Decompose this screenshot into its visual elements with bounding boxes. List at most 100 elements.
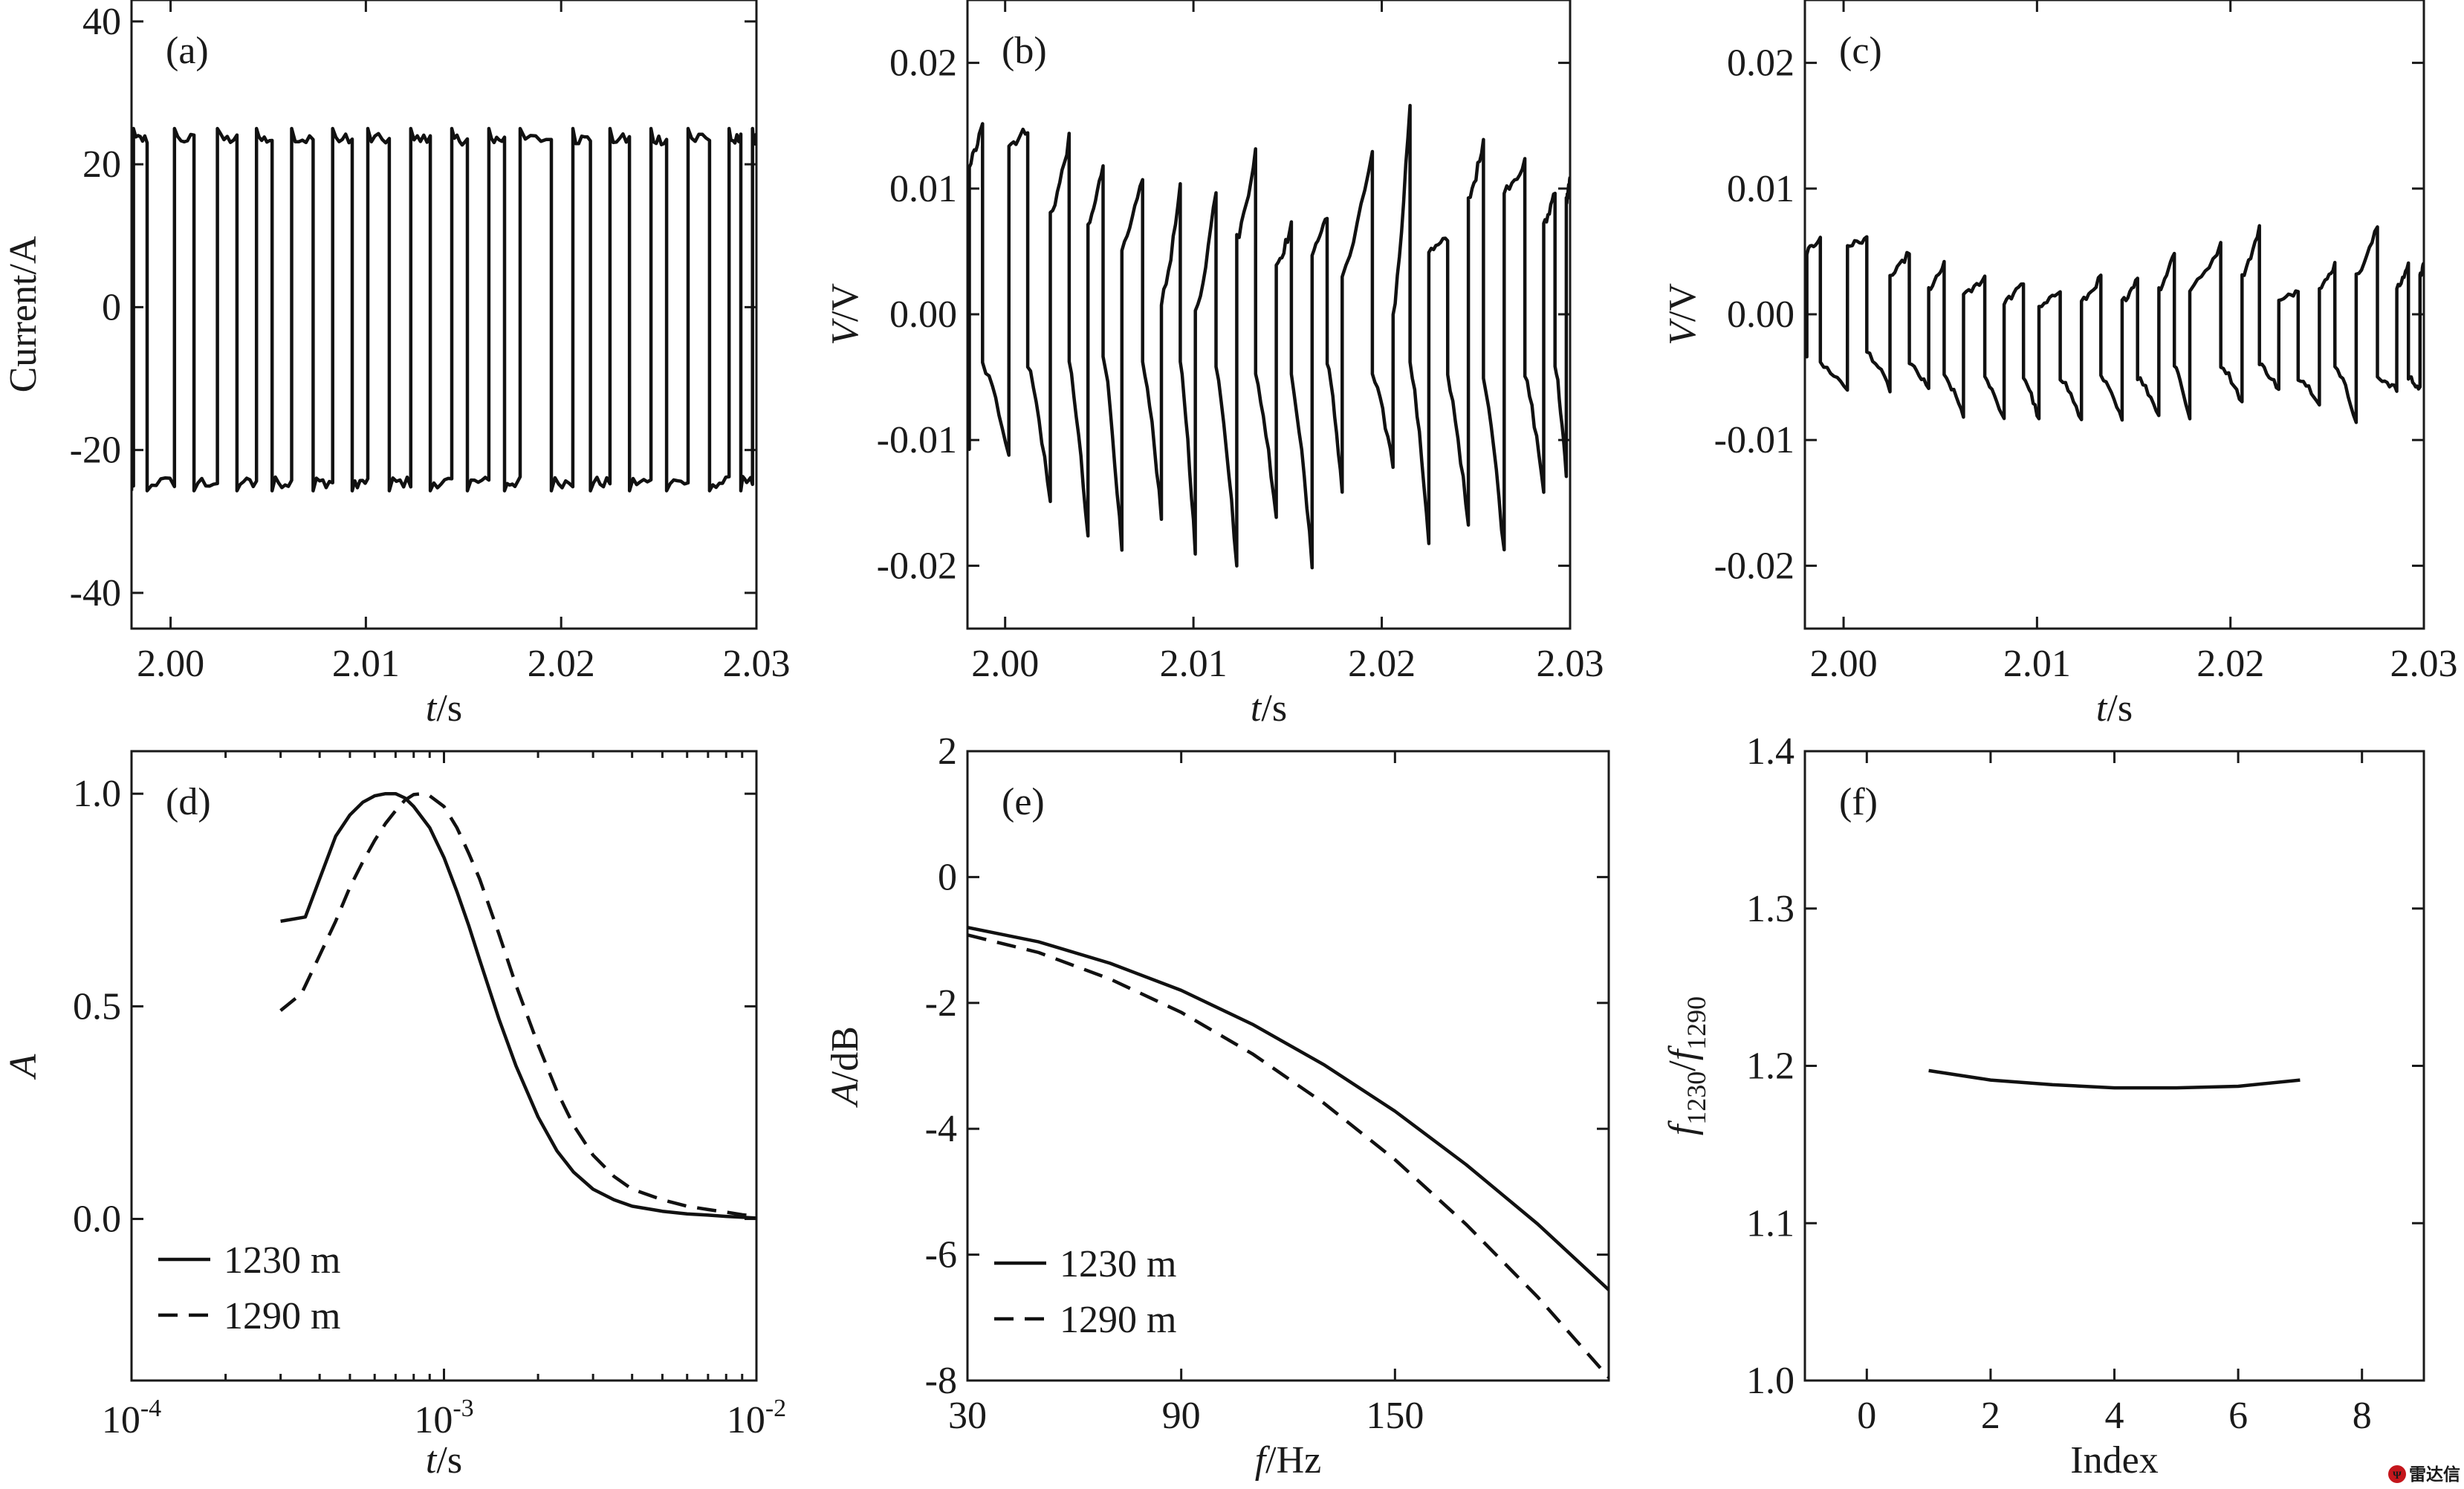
y-tick-label: 1.0	[1746, 1360, 1794, 1402]
watermark: Ψ 雷达信	[2388, 1464, 2460, 1484]
panel-a: 40 20 0 -20 -40 2.00 2.01 2.02 2.03 t/s Current/A (…	[2, 0, 791, 730]
series-line-1290-m	[279, 791, 756, 1219]
x-axis-label: f/Hz	[1255, 1439, 1322, 1482]
x-tick-label: 2.01	[1160, 643, 1228, 685]
panel-label: (d)	[166, 781, 211, 823]
x-tick-label: 6	[2228, 1395, 2248, 1437]
panel-label: (a)	[166, 30, 209, 72]
legend: 1230 m 1290 m	[994, 1243, 1176, 1341]
y-tick-label: -6	[925, 1234, 957, 1276]
series-line-ratio	[1928, 1068, 2301, 1090]
legend-label: 1290 m	[224, 1295, 340, 1337]
series-group	[279, 791, 756, 1220]
y-tick-label: 0.02	[889, 42, 957, 85]
x-tick-label: 10-2	[727, 1395, 786, 1441]
legend-label: 1230 m	[1060, 1243, 1176, 1285]
plot-area	[966, 750, 1610, 1382]
series-group	[132, 126, 756, 493]
y-tick-label: 0.5	[73, 985, 121, 1028]
panel-label: (e)	[1002, 781, 1045, 823]
y-axis-label: A/dB	[824, 1026, 866, 1108]
series-line-1230-m	[280, 791, 756, 1220]
x-tick-label: 0	[1857, 1395, 1876, 1437]
x-tick-label: 2.02	[528, 643, 595, 685]
x-tick-label: 90	[1162, 1395, 1201, 1437]
series-line-1230-m	[967, 925, 1609, 1291]
x-tick-label: 2.02	[2196, 643, 2264, 685]
panel-b: 0.02 0.01 0.00 -0.01 -0.02 2.00 2.01 2.02 2.03 t/…	[824, 0, 1604, 730]
y-tick-label: -20	[70, 429, 121, 472]
x-tick-label: 2.00	[971, 643, 1039, 685]
plot-area	[130, 0, 758, 630]
y-tick-label: 1.3	[1746, 888, 1794, 930]
y-tick-label: -0.01	[1714, 419, 1794, 461]
y-tick-label: 1.1	[1746, 1202, 1794, 1245]
y-tick-label: 1.4	[1746, 730, 1794, 773]
y-tick-label: 1.0	[73, 773, 121, 815]
series-group	[1805, 224, 2424, 424]
x-tick-label: 10-4	[102, 1395, 161, 1441]
y-tick-label: 0	[102, 286, 121, 328]
x-tick-label: 30	[948, 1395, 987, 1437]
y-tick-label: 40	[82, 1, 121, 43]
panel-e: 2 0 -2 -4 -6 -830 90 150 f/Hz A/dB (e) 1230 m 1290 m	[824, 730, 1610, 1482]
y-axis-label: V/V	[1661, 283, 1704, 346]
series-group	[967, 103, 1570, 570]
y-tick-label: 0.0	[73, 1198, 121, 1241]
panel-f: 1.4 1.3 1.2 1.1 1.0 0 2 4 6 8 Index f1230/f1290 (f)	[1661, 730, 2425, 1482]
x-tick-label: 4	[2105, 1395, 2124, 1437]
watermark-logo-glyph: Ψ	[2393, 1470, 2402, 1482]
y-tick-label: -40	[70, 572, 121, 614]
x-axis-label: t/s	[426, 1439, 462, 1482]
series-line-voltage	[1805, 224, 2424, 424]
x-tick-label: 2.00	[1810, 643, 1878, 685]
x-axis-label: t/s	[2096, 687, 2133, 730]
y-tick-label: 0.01	[1727, 168, 1794, 210]
x-axis-label: t/s	[426, 687, 462, 730]
x-tick-label: 2.03	[2390, 643, 2458, 685]
x-tick-label: 150	[1366, 1395, 1424, 1437]
y-tick-label: -2	[925, 982, 957, 1025]
y-tick-label: 0	[938, 856, 957, 898]
y-tick-label: 0.00	[889, 293, 957, 336]
x-tick-label: 2.01	[332, 643, 400, 685]
panel-d: 1.0 0.5 0.0 10-4 10-3 10-2 t/s A (d) 1230 m 1290 m	[2, 750, 786, 1482]
y-axis-label: Current/A	[2, 236, 45, 392]
y-tick-label: -0.02	[1714, 545, 1794, 587]
x-tick-label: 2.03	[1537, 643, 1604, 685]
y-tick-label: -4	[925, 1108, 957, 1150]
y-tick-label: 0.00	[1727, 293, 1794, 336]
series-group	[967, 925, 1609, 1379]
x-tick-label: 8	[2353, 1395, 2372, 1437]
watermark-text: 雷达信	[2409, 1464, 2460, 1484]
series-line-voltage	[967, 103, 1570, 570]
x-tick-label: 2.01	[2003, 643, 2071, 685]
x-tick-label: 10-3	[414, 1395, 473, 1441]
x-tick-label: 2.02	[1348, 643, 1416, 685]
legend-label: 1290 m	[1060, 1299, 1176, 1341]
x-axis-label: t/s	[1251, 687, 1287, 730]
series-line-current	[132, 126, 756, 493]
y-axis-label: V/V	[824, 283, 866, 346]
series-line-1290-m	[967, 933, 1609, 1379]
y-axis-label: A	[2, 1054, 45, 1080]
y-tick-label: 1.2	[1746, 1045, 1794, 1088]
series-group	[1928, 1068, 2301, 1090]
panel-c: 0.02 0.01 0.00 -0.01 -0.02 2.00 2.01 2.02 2.03 t/…	[1661, 0, 2458, 730]
y-tick-label: -0.02	[877, 545, 957, 587]
x-tick-label: 2.00	[137, 643, 204, 685]
panel-label: (f)	[1839, 781, 1878, 823]
y-tick-label: 0.01	[889, 168, 957, 210]
panel-label: (b)	[1002, 30, 1047, 72]
y-tick-label: 2	[938, 730, 957, 773]
legend: 1230 m 1290 m	[158, 1239, 340, 1337]
x-tick-label: 2.03	[723, 643, 791, 685]
y-axis-label: f1230/f1290	[1661, 996, 1711, 1135]
y-tick-label: -0.01	[877, 419, 957, 461]
panel-label: (c)	[1839, 30, 1882, 72]
x-axis-label: Index	[2070, 1439, 2158, 1482]
y-tick-label: 20	[82, 143, 121, 186]
